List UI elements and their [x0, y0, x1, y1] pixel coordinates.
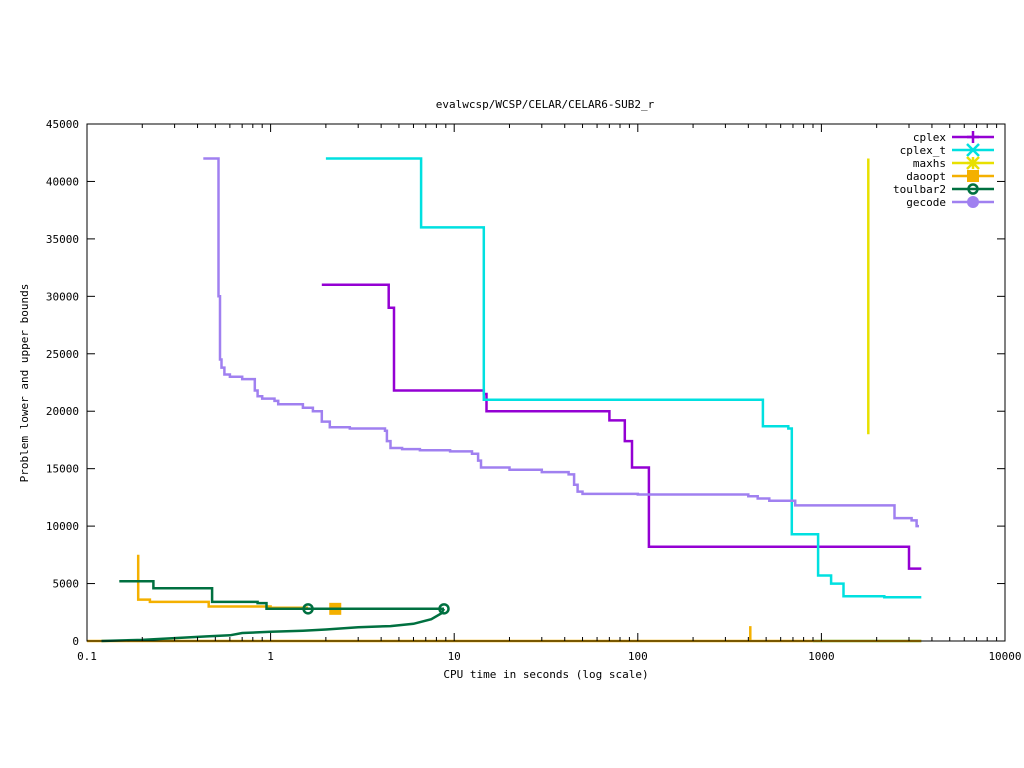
- legend-label: daoopt: [906, 170, 946, 183]
- series-gecode: [203, 157, 919, 528]
- plot-frame: [86, 123, 1006, 642]
- y-tick-label: 30000: [46, 290, 79, 303]
- y-tick-label: 10000: [46, 520, 79, 533]
- y-axis-label: Problem lower and upper bounds: [18, 284, 31, 483]
- x-tick-label: 1000: [808, 650, 835, 663]
- series-cplex: [321, 283, 922, 570]
- legend-item-gecode: gecode: [906, 196, 994, 209]
- legend-item-toulbar2: toulbar2: [893, 183, 994, 196]
- legend-item-daoopt: daoopt: [906, 170, 994, 183]
- legend-marker-maxhs: [966, 156, 980, 170]
- legend-marker-cplex_t: [966, 143, 980, 157]
- x-tick-label: 10: [448, 650, 461, 663]
- legend-marker-daoopt: [967, 170, 979, 182]
- y-tick-label: 15000: [46, 463, 79, 476]
- x-axis: 0.1 1 10 100 1000 10000: [77, 124, 1022, 663]
- x-tick-label: 100: [628, 650, 648, 663]
- series-line-gecode: [203, 157, 919, 528]
- x-tick-label: 0.1: [77, 650, 97, 663]
- y-tick-label: 45000: [46, 118, 79, 131]
- legend-label: toulbar2: [893, 183, 946, 196]
- legend-label: maxhs: [913, 157, 946, 170]
- legend-marker-cplex: [967, 131, 979, 143]
- y-tick-label: 35000: [46, 233, 79, 246]
- series-line-cplex: [321, 283, 922, 570]
- y-tick-label: 25000: [46, 348, 79, 361]
- chart-title: evalwcsp/WCSP/CELAR/CELAR6-SUB2_r: [436, 98, 655, 111]
- x-tick-label: 1: [267, 650, 274, 663]
- legend-label: cplex: [913, 131, 946, 144]
- legend-label: cplex_t: [900, 144, 946, 157]
- y-tick-label: 0: [72, 635, 79, 648]
- y-tick-label: 20000: [46, 405, 79, 418]
- series-toulbar2: [101, 580, 450, 643]
- series-line-toulbar2: [119, 580, 444, 611]
- legend-marker-toulbar2: [967, 183, 979, 195]
- legend-marker-gecode: [967, 196, 979, 208]
- y-tick-label: 5000: [53, 578, 80, 591]
- data-point-toulbar2: [438, 603, 450, 615]
- x-axis-label: CPU time in seconds (log scale): [443, 668, 648, 681]
- y-tick-label: 40000: [46, 175, 79, 188]
- legend-label: gecode: [906, 196, 946, 209]
- legend-item-cplex: cplex: [913, 131, 994, 144]
- legend-item-cplex_t: cplex_t: [900, 143, 994, 157]
- y-axis: 0 5000 10000 15000 20000 25000 30000 35000 40000…: [46, 118, 1005, 648]
- data-point-toulbar2: [302, 603, 314, 615]
- legend-item-maxhs: maxhs: [913, 156, 994, 170]
- x-tick-label: 10000: [988, 650, 1021, 663]
- series-line-daoopt: [136, 554, 309, 609]
- series-line-toulbar2: [101, 608, 446, 643]
- series-line-cplex_t: [325, 157, 922, 599]
